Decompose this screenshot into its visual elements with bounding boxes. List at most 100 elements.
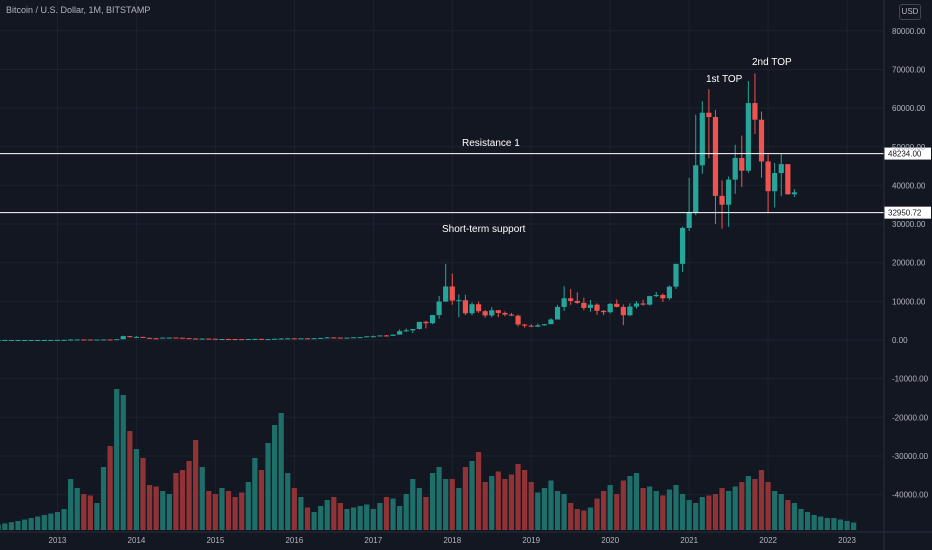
volume-bar bbox=[429, 473, 436, 530]
candle-body bbox=[68, 339, 74, 341]
time-tick-label: 2014 bbox=[128, 536, 146, 545]
volume-bar bbox=[298, 497, 304, 530]
candle-body bbox=[239, 339, 245, 341]
candle-body bbox=[390, 334, 396, 336]
candle-body bbox=[48, 339, 54, 341]
candle-body bbox=[114, 339, 120, 341]
candle-body bbox=[535, 325, 541, 327]
volume-bar bbox=[337, 503, 343, 530]
price-tick-label: 10000.00 bbox=[892, 297, 926, 306]
price-tick-label: 40000.00 bbox=[892, 181, 926, 190]
price-axis[interactable]: 80000.00 70000.00 60000.00 50000.00 40000.00… bbox=[883, 0, 929, 550]
volume-bar bbox=[706, 495, 712, 530]
candle-body bbox=[383, 335, 390, 337]
candle-body bbox=[370, 336, 376, 338]
volume-bar bbox=[666, 489, 672, 530]
price-tick-label: 60000.00 bbox=[892, 104, 926, 113]
candle-body bbox=[686, 212, 692, 228]
candle-body bbox=[258, 338, 265, 340]
volume-bar bbox=[416, 488, 422, 530]
candle-body bbox=[640, 303, 646, 305]
volume-bar bbox=[508, 474, 515, 530]
volume-bar bbox=[219, 488, 225, 530]
time-tick-label: 2020 bbox=[601, 536, 619, 545]
candle-body bbox=[522, 324, 528, 326]
volume-bar bbox=[94, 503, 100, 530]
candle-body bbox=[285, 338, 291, 340]
candle-body bbox=[278, 338, 284, 340]
candle-body bbox=[35, 339, 41, 341]
candle-body bbox=[620, 306, 626, 316]
candle-body bbox=[410, 328, 416, 331]
volume-bar bbox=[693, 503, 699, 530]
candle-body bbox=[554, 306, 561, 320]
volume-bar bbox=[179, 470, 186, 530]
candle-body bbox=[679, 227, 686, 264]
symbol-title: Bitcoin / U.S. Dollar, 1M, BITSTAMP bbox=[6, 5, 151, 15]
volume-bar bbox=[620, 480, 626, 530]
volume-bar bbox=[798, 509, 804, 530]
horizontal-lines[interactable]: 48234.00 32950.72 bbox=[0, 147, 931, 219]
volume-bar bbox=[587, 507, 594, 530]
candle-body bbox=[758, 119, 765, 162]
time-tick-label: 2019 bbox=[522, 536, 540, 545]
candle-body bbox=[693, 165, 699, 213]
candle-body bbox=[607, 303, 613, 313]
price-tick-label: -20000.00 bbox=[892, 413, 929, 422]
volume-bar bbox=[712, 494, 719, 530]
volume-bar bbox=[225, 491, 232, 530]
candle-body bbox=[331, 337, 337, 339]
candle-body bbox=[673, 263, 679, 287]
candle-body bbox=[791, 192, 798, 195]
candle-body bbox=[482, 311, 488, 316]
volume-bar bbox=[272, 425, 278, 530]
volume-bar bbox=[173, 473, 179, 530]
candle-body bbox=[528, 325, 534, 327]
candle-body bbox=[614, 303, 620, 307]
candle-body bbox=[752, 103, 758, 120]
candle-body bbox=[489, 310, 495, 316]
time-tick-label: 2018 bbox=[443, 536, 461, 545]
volume-bar bbox=[627, 476, 633, 530]
candle-body bbox=[660, 294, 666, 299]
candle-body bbox=[732, 157, 738, 180]
volume-bar bbox=[278, 413, 284, 530]
volume-bar bbox=[482, 482, 488, 530]
volume-bar bbox=[574, 509, 580, 530]
time-axis[interactable]: 2013 2014 2015 2016 2017 2018 2019 2020 2021 2022… bbox=[0, 531, 932, 545]
volume-bar bbox=[397, 506, 403, 530]
volume-bar bbox=[772, 491, 778, 530]
candle-body bbox=[193, 338, 199, 340]
volume-bar bbox=[449, 479, 455, 530]
candle-body bbox=[311, 338, 317, 340]
volume-bar bbox=[28, 518, 34, 530]
volume-bar bbox=[778, 494, 784, 530]
candle-body bbox=[633, 303, 640, 307]
volume-bar bbox=[633, 473, 640, 530]
volume-bar bbox=[74, 488, 80, 530]
volume-bar bbox=[258, 470, 265, 530]
volume-bar bbox=[285, 473, 291, 530]
candle-body bbox=[548, 319, 554, 325]
volume-bar bbox=[522, 470, 528, 530]
volume-bar bbox=[350, 507, 357, 530]
volume-bar bbox=[252, 458, 258, 530]
volume-bar bbox=[0, 524, 1, 530]
volume-bar bbox=[48, 513, 54, 530]
candle-body bbox=[146, 337, 153, 339]
candle-body bbox=[423, 321, 429, 324]
candle-body bbox=[21, 339, 28, 341]
candle-body bbox=[462, 300, 469, 314]
candle-body bbox=[377, 335, 383, 337]
price-line-label: 48234.00 bbox=[888, 150, 922, 159]
candle-body bbox=[581, 302, 587, 308]
volume-bar bbox=[660, 495, 666, 530]
candle-body bbox=[561, 298, 567, 307]
volume-bar bbox=[824, 518, 830, 530]
currency-badge[interactable]: USD bbox=[899, 4, 921, 20]
volume-bar bbox=[146, 485, 153, 530]
annotation-text: Short-term support bbox=[442, 224, 526, 235]
candle-body bbox=[28, 339, 34, 341]
volume-bar bbox=[515, 464, 521, 530]
